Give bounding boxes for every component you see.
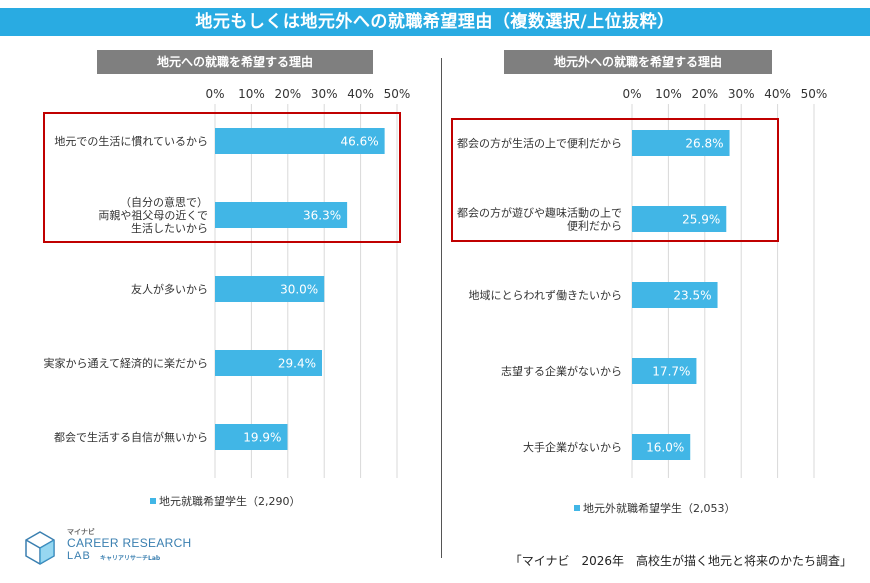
bar-value-label: 23.5%	[673, 289, 711, 303]
x-tick-label: 30%	[311, 87, 338, 101]
x-tick-label: 50%	[384, 87, 411, 101]
career-research-lab-logo: マイナビ CAREER RESEARCH LAB キャリアリサーチLab	[22, 527, 192, 567]
category-label: 都会の方が遊びや趣味活動の上で	[457, 206, 622, 220]
legend-label: 地元就職希望学生（2,290）	[159, 495, 301, 508]
left-panel-title: 地元への就職を希望する理由	[97, 50, 373, 74]
source-note: 「マイナビ 2026年 高校生が描く地元と将来のかたち調査」	[509, 554, 852, 568]
bar	[215, 276, 325, 302]
bar-value-label: 17.7%	[652, 365, 690, 379]
category-label: 便利だから	[567, 220, 622, 233]
category-label: 地域にとらわれず働きたいから	[469, 289, 622, 302]
category-label: （自分の意思で）	[120, 195, 208, 209]
bar-value-label: 16.0%	[646, 441, 684, 455]
bar-value-label: 46.6%	[340, 135, 378, 149]
cube-logo-icon	[25, 531, 55, 565]
chart-title: 地元もしくは地元外への就職希望理由（複数選択/上位抜粋）	[0, 8, 870, 36]
x-tick-label: 20%	[691, 87, 718, 101]
x-tick-label: 40%	[764, 87, 791, 101]
logo-line1: CAREER RESEARCH	[67, 536, 192, 550]
category-label: 実家から通えて経済的に楽だから	[44, 356, 208, 370]
bar	[632, 130, 730, 156]
bar-value-label: 26.8%	[685, 137, 723, 151]
right-legend: 地元外就職希望学生（2,053）	[574, 500, 736, 516]
bar	[632, 282, 718, 308]
category-label: 大手企業がないから	[523, 440, 622, 454]
legend-swatch	[150, 498, 156, 504]
legend-label: 地元外就職希望学生（2,053）	[583, 502, 736, 515]
category-label: 地元での生活に慣れているから	[54, 134, 208, 148]
bar-value-label: 25.9%	[682, 213, 720, 227]
left-bar-chart: 0% 10% 20% 30% 40% 50% 46.6% 地元での生活に慣れているから 36.3…	[43, 87, 411, 478]
x-tick-label: 0%	[622, 87, 641, 101]
bar	[632, 358, 697, 384]
x-tick-label: 10%	[655, 87, 682, 101]
bar	[632, 206, 727, 232]
category-label: 都会で生活する自信が無いから	[54, 430, 208, 444]
x-tick-label: 40%	[347, 87, 374, 101]
panel-divider	[441, 58, 442, 558]
category-label: 友人が多いから	[131, 282, 208, 296]
highlight-box	[451, 118, 779, 242]
logo-line2-sub: キャリアリサーチLab	[100, 555, 161, 562]
bar	[215, 128, 385, 154]
category-label: 生活したいから	[131, 221, 208, 235]
bar	[215, 424, 288, 450]
x-tick-label: 30%	[728, 87, 755, 101]
bar	[632, 434, 691, 460]
x-tick-label: 10%	[238, 87, 265, 101]
x-tick-label: 20%	[274, 87, 301, 101]
right-bar-chart: 0% 10% 20% 30% 40% 50% 26.8% 都会の方が生活の上で便利だから 25.…	[451, 87, 828, 478]
x-tick-label: 50%	[801, 87, 828, 101]
bar-value-label: 29.4%	[278, 357, 316, 371]
logo-line2: LAB	[67, 550, 91, 562]
right-panel-title: 地元外への就職を希望する理由	[504, 50, 772, 74]
legend-swatch	[574, 505, 580, 511]
highlight-box	[43, 112, 401, 243]
bar	[215, 202, 348, 228]
category-label: 両親や祖父母の近くで	[98, 208, 208, 222]
bar-value-label: 30.0%	[280, 283, 318, 297]
bar-value-label: 19.9%	[243, 431, 281, 445]
left-legend: 地元就職希望学生（2,290）	[150, 493, 301, 509]
category-label: 都会の方が生活の上で便利だから	[457, 136, 622, 150]
bar-value-label: 36.3%	[303, 209, 341, 223]
x-tick-label: 0%	[205, 87, 224, 101]
category-label: 志望する企業がないから	[501, 364, 622, 378]
bar	[215, 350, 323, 376]
logo-small-text: マイナビ	[67, 528, 95, 536]
